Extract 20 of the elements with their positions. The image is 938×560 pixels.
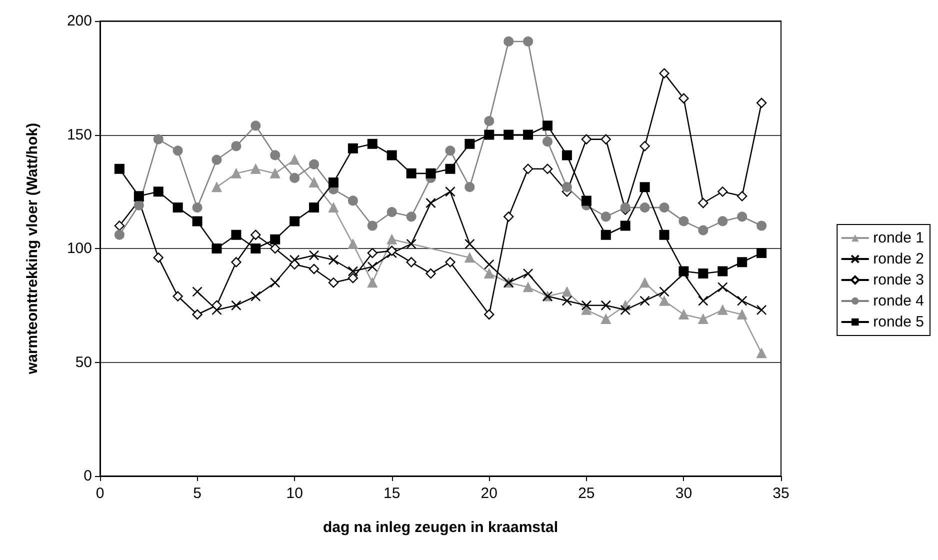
y-tick-label: 50 [75, 354, 92, 371]
x-tick-label: 35 [772, 485, 790, 502]
x-tick-label: 25 [578, 485, 595, 502]
legend-label: ronde 4 [873, 292, 924, 310]
y-axis-title: warmteonttrekking vloer (Watt/hok) [24, 122, 41, 376]
legend-label: ronde 3 [873, 272, 924, 288]
x-tick-label: 30 [675, 485, 692, 502]
legend-label: ronde 1 [873, 230, 924, 246]
y-tick-label: 100 [66, 240, 92, 257]
x-tick-label: 10 [286, 485, 303, 502]
legend-label: ronde 5 [873, 314, 924, 330]
x-tick-label: 15 [384, 485, 400, 502]
legend-label: ronde 2 [873, 250, 924, 268]
y-tick-label: 0 [84, 468, 92, 484]
x-tick-label: 5 [193, 485, 202, 502]
y-tick-label: 200 [66, 12, 92, 30]
x-tick-label: 20 [480, 485, 498, 502]
x-axis-title: dag na inleg zeugen in kraamstal [322, 519, 558, 536]
y-tick-label: 150 [66, 126, 92, 144]
x-tick-label: 0 [96, 485, 104, 502]
